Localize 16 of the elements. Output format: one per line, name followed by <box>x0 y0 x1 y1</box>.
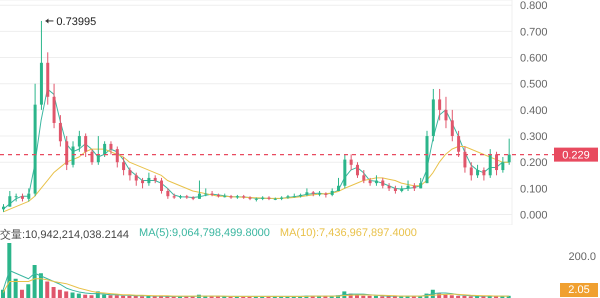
annotation: 0.73995 <box>56 16 96 28</box>
text: MA(10):7,436,967,897.4000 <box>280 227 417 241</box>
y-tick-label: 0.700 <box>520 26 548 38</box>
text: 2.05 <box>560 283 598 297</box>
y-tick-label: 0.500 <box>520 78 548 91</box>
text: MA(5):9,064,798,499.8000 <box>139 227 270 241</box>
y-tick-label: 0.600 <box>520 52 548 64</box>
y-tick-label: 0.200 <box>520 157 548 170</box>
text: 200.0 <box>568 251 596 263</box>
y-tick-label: 0.800 <box>520 0 548 12</box>
y-tick-label: 0.000 <box>520 209 548 222</box>
y-tick-label: 0.100 <box>520 183 548 196</box>
y-tick-label: 0.300 <box>520 130 548 143</box>
ref-line-label: 0.229 <box>562 150 590 162</box>
y-tick-label: 0.400 <box>520 104 548 117</box>
text: 交量:10,942,214,038.2144 <box>0 228 130 242</box>
